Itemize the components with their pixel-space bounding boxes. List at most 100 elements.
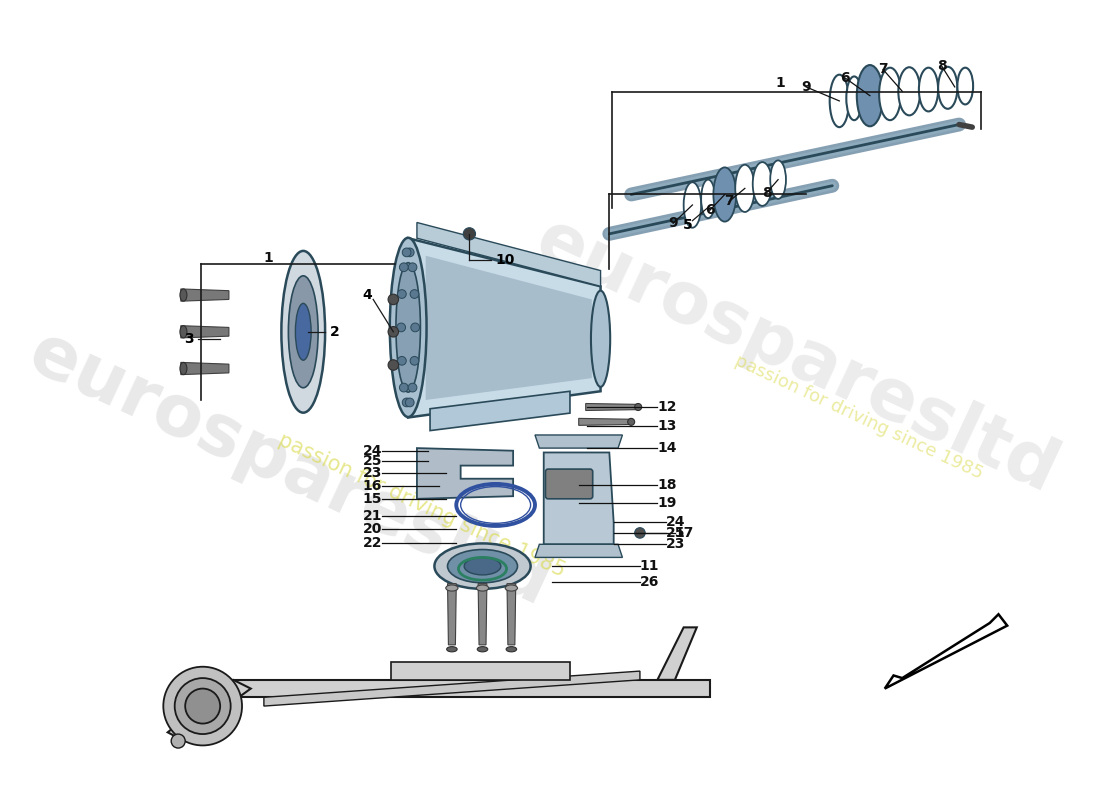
Text: 13: 13 bbox=[658, 419, 676, 434]
Circle shape bbox=[403, 398, 411, 407]
Polygon shape bbox=[535, 544, 623, 558]
Text: eurosparesltd: eurosparesltd bbox=[19, 318, 562, 622]
Text: 7: 7 bbox=[724, 194, 734, 209]
Text: 24: 24 bbox=[667, 515, 685, 530]
Ellipse shape bbox=[282, 251, 326, 413]
Text: 22: 22 bbox=[362, 535, 382, 550]
Text: 9: 9 bbox=[669, 216, 678, 230]
Polygon shape bbox=[233, 680, 710, 698]
Circle shape bbox=[410, 357, 419, 365]
Polygon shape bbox=[390, 662, 570, 680]
Polygon shape bbox=[417, 222, 601, 286]
Text: 1: 1 bbox=[776, 77, 784, 90]
Text: 8: 8 bbox=[762, 186, 771, 200]
Ellipse shape bbox=[464, 558, 500, 575]
Text: passion for driving since 1985: passion for driving since 1985 bbox=[732, 352, 986, 483]
Text: passion for driving since 1985: passion for driving since 1985 bbox=[275, 430, 568, 581]
Text: 23: 23 bbox=[363, 466, 382, 479]
Text: 25: 25 bbox=[667, 526, 685, 540]
Ellipse shape bbox=[477, 646, 487, 652]
Text: 17: 17 bbox=[675, 526, 694, 540]
Ellipse shape bbox=[635, 403, 641, 410]
Polygon shape bbox=[658, 627, 696, 680]
Ellipse shape bbox=[735, 165, 755, 212]
Text: 9: 9 bbox=[801, 80, 811, 94]
Polygon shape bbox=[585, 403, 638, 410]
Circle shape bbox=[185, 689, 220, 723]
Polygon shape bbox=[478, 584, 487, 645]
Circle shape bbox=[163, 666, 242, 746]
Text: 10: 10 bbox=[496, 253, 515, 267]
Ellipse shape bbox=[180, 289, 187, 301]
Polygon shape bbox=[264, 671, 640, 706]
Polygon shape bbox=[417, 448, 513, 499]
Ellipse shape bbox=[714, 167, 736, 222]
Ellipse shape bbox=[918, 68, 938, 111]
Text: 6: 6 bbox=[705, 203, 715, 218]
Circle shape bbox=[399, 383, 408, 392]
Text: 7: 7 bbox=[878, 62, 888, 77]
Circle shape bbox=[406, 398, 414, 407]
Polygon shape bbox=[408, 238, 601, 418]
Ellipse shape bbox=[770, 160, 786, 199]
Circle shape bbox=[403, 248, 411, 257]
Text: eurosparesltd: eurosparesltd bbox=[526, 205, 1069, 507]
Polygon shape bbox=[535, 435, 623, 448]
Text: 25: 25 bbox=[362, 454, 382, 468]
Text: 23: 23 bbox=[667, 538, 685, 551]
Circle shape bbox=[408, 263, 417, 272]
Ellipse shape bbox=[396, 262, 420, 392]
Ellipse shape bbox=[857, 65, 883, 126]
Ellipse shape bbox=[434, 543, 530, 589]
Text: 5: 5 bbox=[683, 218, 693, 232]
Circle shape bbox=[388, 360, 398, 370]
Ellipse shape bbox=[957, 68, 974, 105]
Ellipse shape bbox=[288, 276, 318, 388]
FancyBboxPatch shape bbox=[546, 469, 593, 499]
Circle shape bbox=[397, 323, 406, 332]
Text: 2: 2 bbox=[330, 325, 339, 338]
Text: 12: 12 bbox=[658, 400, 676, 414]
Ellipse shape bbox=[752, 162, 772, 206]
Circle shape bbox=[408, 383, 417, 392]
Circle shape bbox=[635, 528, 646, 538]
Ellipse shape bbox=[180, 326, 187, 338]
Text: 1: 1 bbox=[263, 251, 273, 266]
Ellipse shape bbox=[628, 418, 635, 426]
Ellipse shape bbox=[506, 646, 517, 652]
Circle shape bbox=[410, 290, 419, 298]
Text: 15: 15 bbox=[362, 492, 382, 506]
Circle shape bbox=[406, 248, 414, 257]
Ellipse shape bbox=[446, 585, 458, 591]
Text: 4: 4 bbox=[362, 288, 372, 302]
Ellipse shape bbox=[476, 585, 488, 591]
Circle shape bbox=[399, 263, 408, 272]
Ellipse shape bbox=[879, 68, 901, 120]
Ellipse shape bbox=[448, 550, 517, 582]
Polygon shape bbox=[884, 614, 1008, 689]
Polygon shape bbox=[543, 453, 614, 544]
Ellipse shape bbox=[180, 362, 187, 374]
Circle shape bbox=[463, 228, 475, 240]
Circle shape bbox=[388, 326, 398, 337]
Ellipse shape bbox=[938, 67, 957, 109]
Ellipse shape bbox=[846, 77, 862, 120]
Text: 18: 18 bbox=[658, 478, 676, 492]
Text: 20: 20 bbox=[363, 522, 382, 537]
Ellipse shape bbox=[899, 67, 921, 115]
Polygon shape bbox=[180, 289, 229, 301]
Circle shape bbox=[397, 290, 406, 298]
Polygon shape bbox=[180, 326, 229, 338]
Ellipse shape bbox=[701, 180, 715, 218]
Ellipse shape bbox=[296, 303, 311, 360]
Text: 6: 6 bbox=[840, 71, 850, 85]
Text: 16: 16 bbox=[363, 478, 382, 493]
Circle shape bbox=[410, 323, 419, 332]
Ellipse shape bbox=[684, 182, 701, 228]
Polygon shape bbox=[507, 584, 516, 645]
Text: 21: 21 bbox=[362, 510, 382, 523]
Polygon shape bbox=[167, 680, 251, 739]
Polygon shape bbox=[180, 362, 229, 374]
Polygon shape bbox=[426, 256, 592, 400]
Circle shape bbox=[172, 734, 185, 748]
